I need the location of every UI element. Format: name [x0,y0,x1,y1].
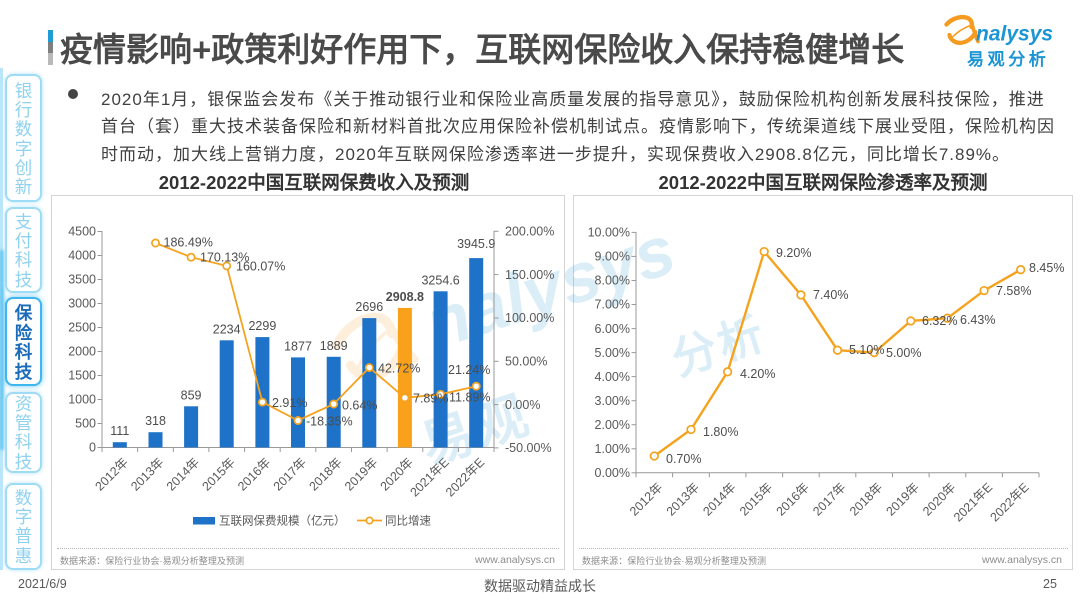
svg-text:4500: 4500 [68,225,96,239]
svg-text:6.43%: 6.43% [960,313,995,327]
svg-text:200.00%: 200.00% [505,225,554,239]
svg-text:9.00%: 9.00% [595,250,630,264]
svg-text:2019年: 2019年 [884,480,922,518]
svg-text:nalysys: nalysys [976,23,1053,46]
svg-text:1000: 1000 [68,393,96,407]
svg-text:0: 0 [89,441,96,455]
svg-text:2234: 2234 [213,322,241,336]
svg-text:5.00%: 5.00% [595,346,630,360]
svg-text:2015年: 2015年 [199,455,237,493]
svg-text:3254.6: 3254.6 [421,273,459,287]
svg-text:170.13%: 170.13% [200,251,249,265]
svg-text:3500: 3500 [68,273,96,287]
svg-text:21.24%: 21.24% [448,363,490,377]
svg-text:7.00%: 7.00% [595,298,630,312]
svg-text:2018年: 2018年 [306,455,344,493]
svg-text:3945.9: 3945.9 [457,237,495,251]
svg-text:7.40%: 7.40% [813,288,848,302]
svg-text:2015年: 2015年 [737,480,775,518]
svg-text:2017年: 2017年 [271,455,309,493]
svg-text:9.20%: 9.20% [776,246,811,260]
svg-text:2012年: 2012年 [627,480,665,518]
svg-text:6.00%: 6.00% [595,322,630,336]
svg-text:2908.8: 2908.8 [386,290,424,304]
svg-text:42.72%: 42.72% [378,362,420,376]
svg-text:186.49%: 186.49% [164,236,213,250]
svg-text:3.00%: 3.00% [595,394,630,408]
svg-text:2012年: 2012年 [93,455,131,493]
svg-text:111: 111 [110,424,129,438]
svg-text:4.00%: 4.00% [595,370,630,384]
svg-text:2500: 2500 [68,321,96,335]
svg-text:互联网保费规模（亿元）: 互联网保费规模（亿元） [219,514,346,528]
svg-text:150.00%: 150.00% [505,268,554,282]
svg-text:2014年: 2014年 [164,455,202,493]
svg-text:1877: 1877 [284,339,312,353]
svg-text:2022年E: 2022年E [443,455,487,499]
svg-text:8.00%: 8.00% [595,274,630,288]
svg-text:1889: 1889 [320,339,348,353]
svg-text:2.91%: 2.91% [272,396,307,410]
svg-text:7.58%: 7.58% [996,284,1031,298]
svg-text:2019年: 2019年 [342,455,380,493]
svg-text:7.89%: 7.89% [413,392,448,406]
svg-text:1.80%: 1.80% [703,425,738,439]
svg-text:2016年: 2016年 [235,455,273,493]
svg-text:4000: 4000 [68,249,96,263]
svg-text:10.00%: 10.00% [588,226,630,240]
svg-text:500: 500 [75,417,96,431]
svg-text:同比增速: 同比增速 [385,514,431,528]
svg-text:6.32%: 6.32% [922,314,957,328]
svg-text:3000: 3000 [68,297,96,311]
svg-text:2013年: 2013年 [664,480,702,518]
svg-text:2016年: 2016年 [774,480,812,518]
svg-text:2299: 2299 [248,319,276,333]
svg-text:1500: 1500 [68,369,96,383]
svg-text:2018年: 2018年 [847,480,885,518]
svg-text:-18.35%: -18.35% [306,415,353,429]
svg-text:160.07%: 160.07% [236,260,285,274]
svg-text:2017年: 2017年 [810,480,848,518]
svg-text:-50.00%: -50.00% [505,441,552,455]
svg-text:0.00%: 0.00% [595,466,630,480]
svg-text:2013年: 2013年 [128,455,166,493]
svg-text:0.00%: 0.00% [505,398,540,412]
svg-text:2000: 2000 [68,345,96,359]
svg-text:859: 859 [181,388,202,402]
svg-text:4.20%: 4.20% [740,367,775,381]
svg-text:0.70%: 0.70% [666,452,701,466]
svg-text:11.89%: 11.89% [449,391,490,405]
svg-text:1.00%: 1.00% [595,442,630,456]
svg-text:100.00%: 100.00% [505,311,554,325]
svg-text:2014年: 2014年 [700,480,738,518]
svg-text:2022年E: 2022年E [988,480,1032,524]
svg-text:易观分析: 易观分析 [967,49,1049,69]
svg-text:5.10%: 5.10% [849,343,884,357]
svg-text:2.00%: 2.00% [595,418,630,432]
svg-text:5.00%: 5.00% [886,346,921,360]
svg-text:0.64%: 0.64% [342,399,377,413]
svg-text:8.45%: 8.45% [1029,261,1064,275]
svg-text:50.00%: 50.00% [505,355,547,369]
svg-text:318: 318 [145,414,166,428]
svg-text:2021年E: 2021年E [951,480,995,524]
svg-text:2696: 2696 [355,300,383,314]
